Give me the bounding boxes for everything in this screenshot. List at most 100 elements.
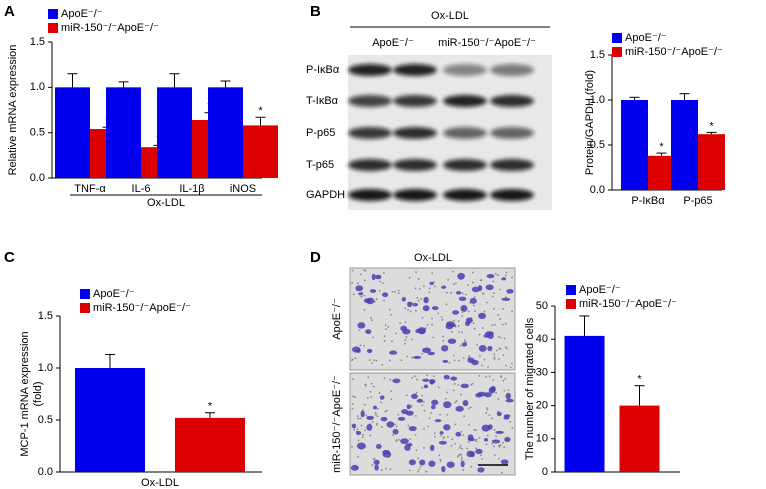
pore	[373, 359, 376, 362]
cell	[366, 424, 373, 431]
pore	[359, 417, 362, 420]
pore	[417, 457, 420, 460]
cell	[471, 286, 480, 293]
cell	[443, 374, 450, 380]
pore	[407, 424, 410, 427]
pore	[423, 409, 426, 412]
pore	[485, 407, 488, 409]
pore	[504, 322, 507, 325]
pore	[408, 276, 411, 279]
pore	[486, 434, 489, 437]
pore	[463, 415, 466, 418]
pore	[364, 383, 367, 386]
pore	[395, 425, 398, 428]
cell	[351, 346, 361, 353]
pore	[384, 324, 387, 327]
pore	[426, 323, 429, 326]
pore	[364, 429, 366, 432]
pore	[450, 330, 453, 333]
pore	[351, 445, 353, 448]
bar	[208, 87, 243, 178]
legend-label: ApoE⁻/⁻	[61, 8, 103, 20]
y-tick-label: 1.5	[590, 49, 605, 61]
pore	[440, 434, 443, 437]
pore	[491, 417, 494, 420]
cell	[496, 411, 502, 417]
pore	[428, 417, 431, 420]
pore	[411, 338, 414, 341]
pore	[357, 455, 359, 458]
pore	[445, 291, 448, 294]
pore	[481, 364, 483, 367]
pore	[475, 440, 477, 443]
pore	[491, 324, 494, 327]
pore	[427, 425, 430, 428]
pore	[409, 310, 412, 313]
y-axis-label: Protein/GAPDH (fold)	[584, 70, 596, 175]
y-tick-label: 30	[536, 366, 548, 378]
pore	[399, 322, 402, 324]
cell	[422, 305, 430, 312]
pore	[499, 318, 501, 320]
bar	[648, 155, 675, 190]
pore	[488, 414, 491, 416]
micrograph-row: miR-150⁻/⁻ApoE⁻/⁻	[331, 375, 343, 473]
pore	[371, 420, 374, 423]
blot-band	[490, 127, 534, 139]
pore	[351, 282, 354, 284]
cell	[366, 348, 373, 354]
pore	[456, 455, 459, 458]
y-tick-label: 10	[536, 433, 548, 445]
pore	[375, 413, 377, 416]
pore	[421, 352, 424, 355]
pore	[509, 420, 512, 423]
pore	[447, 278, 450, 281]
cell	[455, 405, 464, 412]
cell	[477, 391, 487, 397]
pore	[407, 308, 409, 311]
pore	[469, 406, 472, 409]
pore	[370, 382, 373, 385]
panel-label: A	[4, 3, 15, 20]
cell	[404, 444, 411, 451]
cell	[460, 460, 465, 468]
bar	[55, 87, 90, 178]
cell	[392, 428, 399, 435]
pore	[478, 437, 481, 439]
significance: *	[208, 401, 213, 413]
pore	[369, 390, 372, 393]
pore	[475, 438, 478, 441]
cell	[478, 344, 487, 352]
pore	[462, 357, 465, 359]
panel-label: D	[310, 249, 321, 266]
x-axis-label: Ox-LDL	[147, 197, 185, 209]
legend-label: miR-150⁻/⁻ApoE⁻/⁻	[93, 302, 191, 314]
legend-label: miR-150⁻/⁻ApoE⁻/⁻	[61, 22, 159, 34]
pore	[510, 362, 513, 365]
cell	[407, 301, 413, 308]
blot-band	[393, 189, 437, 201]
pore	[509, 366, 512, 369]
pore	[378, 289, 381, 292]
cell	[416, 398, 424, 403]
x-tick-label: IL-1β	[179, 183, 204, 195]
blot-band	[348, 159, 392, 171]
pore	[439, 458, 442, 461]
cell	[467, 438, 476, 442]
significance: *	[637, 374, 642, 386]
pore	[481, 292, 484, 295]
pore	[463, 339, 466, 341]
cell	[357, 322, 366, 329]
cell	[401, 297, 407, 302]
blot-band	[393, 127, 437, 139]
cell	[382, 449, 391, 455]
cell	[417, 327, 427, 334]
cell	[408, 426, 417, 432]
pore	[352, 293, 355, 296]
pore	[367, 376, 370, 379]
pore	[423, 285, 425, 288]
pore	[383, 272, 385, 274]
cell	[434, 419, 442, 423]
pore	[438, 454, 441, 457]
pore	[453, 383, 456, 385]
